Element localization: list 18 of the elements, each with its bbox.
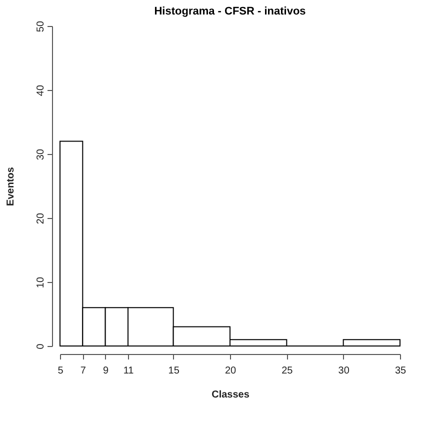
y-tick-label: 20	[36, 212, 46, 224]
x-tick-label: 25	[282, 366, 294, 376]
x-tick-label: 35	[394, 366, 406, 376]
x-tick-label: 9	[103, 366, 110, 376]
x-axis-title: Classes	[212, 390, 250, 400]
x-tick-label: 11	[123, 366, 134, 376]
x-tick-label: 30	[338, 366, 350, 376]
y-tick-label: 50	[36, 20, 46, 32]
y-tick-label: 40	[36, 84, 46, 96]
x-tick-label: 15	[168, 366, 180, 376]
x-tick-label: 7	[80, 366, 86, 376]
y-tick-label: 10	[36, 276, 46, 288]
x-tick-label: 5	[58, 366, 64, 376]
x-tick-label: 20	[224, 366, 236, 376]
y-tick-label: 0	[36, 343, 46, 350]
y-tick-label: 30	[36, 148, 46, 160]
chart-title: Histograma - CFSR - inativos	[154, 5, 306, 18]
y-axis-title: Eventos	[6, 166, 16, 206]
